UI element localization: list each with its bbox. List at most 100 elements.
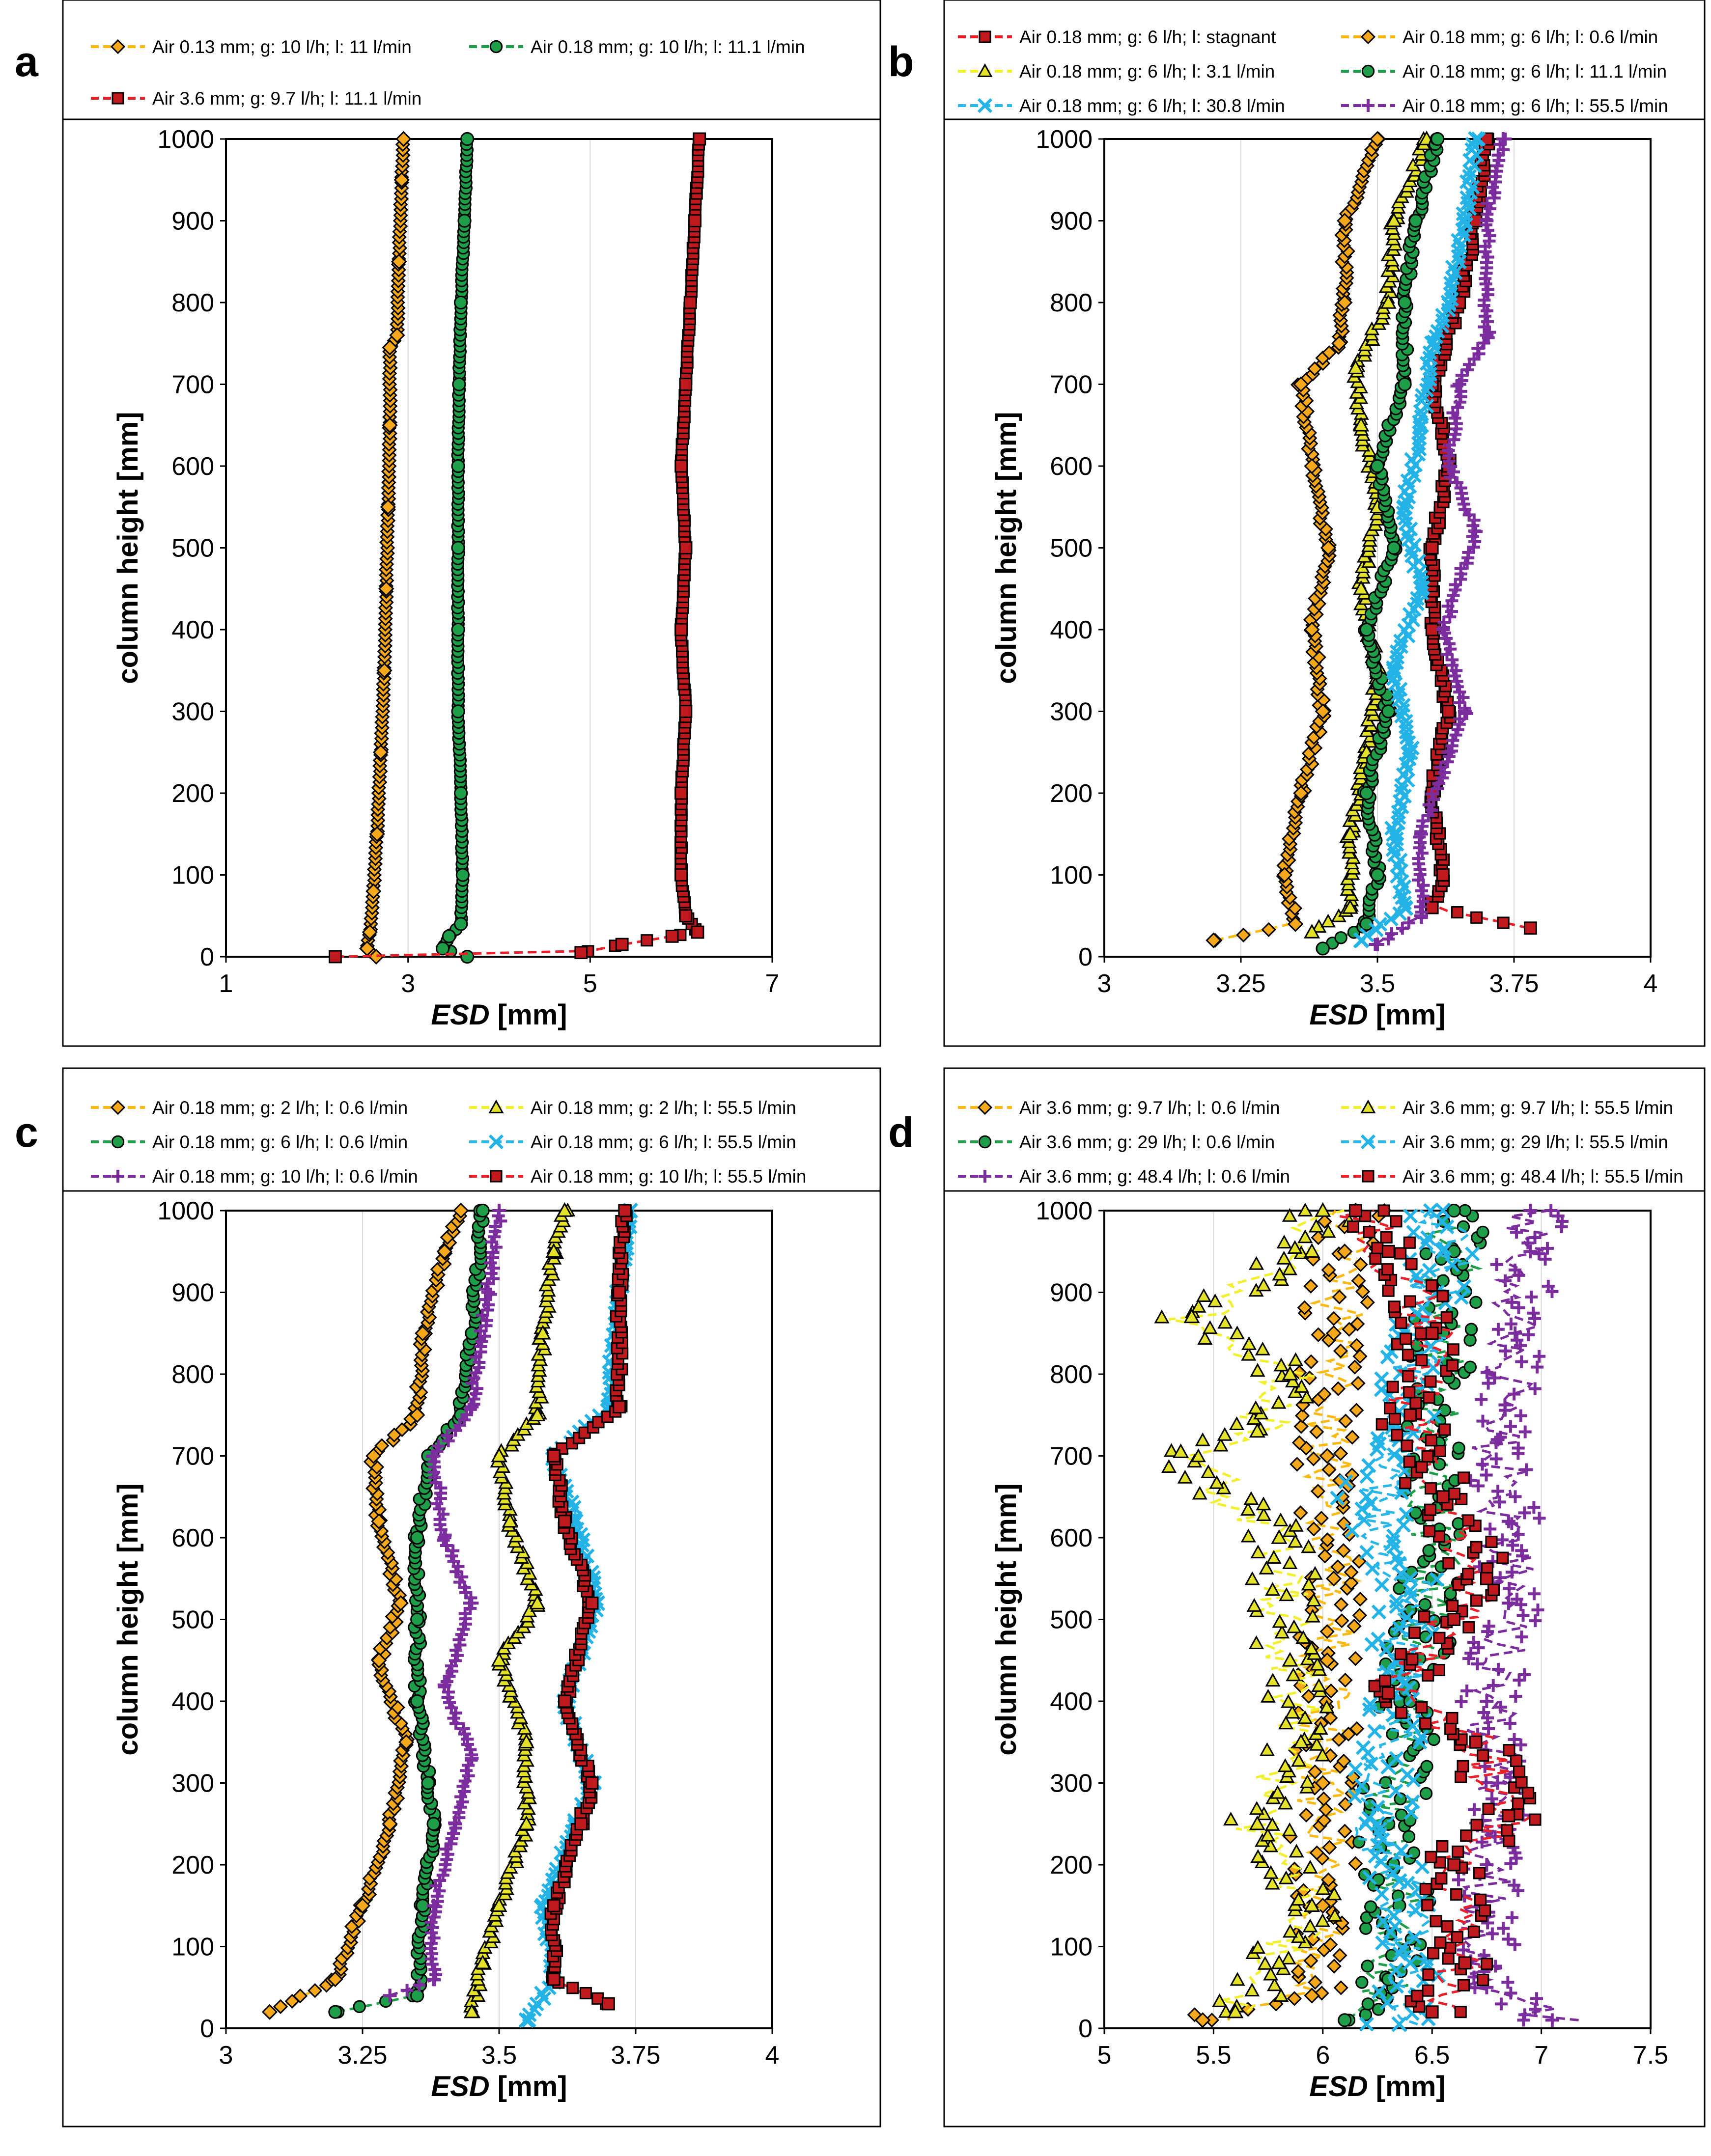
data-point xyxy=(1276,1250,1292,1265)
data-point xyxy=(1496,1551,1509,1564)
data-point xyxy=(1414,909,1428,923)
data-point xyxy=(1406,1653,1419,1666)
data-point xyxy=(460,132,475,146)
data-point xyxy=(1530,1992,1543,2005)
data-point xyxy=(1319,1652,1335,1668)
data-point xyxy=(1510,1754,1523,1767)
data-point xyxy=(1425,1279,1438,1292)
legend-item-3: Air 0.18 mm; g: 6 l/h; l: 3.1 l/min xyxy=(958,61,1275,82)
data-point xyxy=(1347,1762,1363,1777)
panel-letter-d: d xyxy=(888,1109,914,1156)
data-point xyxy=(1480,132,1493,146)
data-point xyxy=(1399,1332,1412,1345)
data-point xyxy=(1304,923,1320,939)
data-point xyxy=(491,1897,507,1912)
data-point xyxy=(1338,1672,1353,1688)
data-point xyxy=(1344,1565,1359,1580)
data-point xyxy=(691,925,704,939)
data-point xyxy=(1440,294,1457,311)
data-point xyxy=(369,826,385,842)
x-tick-label: 6 xyxy=(1316,2041,1330,2070)
data-point xyxy=(1402,744,1418,760)
data-point xyxy=(1403,1208,1418,1224)
y-tick-label: 400 xyxy=(1050,1687,1093,1716)
data-point xyxy=(451,704,465,719)
y-tick-label: 0 xyxy=(1078,2015,1093,2043)
data-point xyxy=(1501,1596,1515,1610)
data-point xyxy=(1260,1827,1276,1842)
data-point xyxy=(1304,1897,1320,1912)
data-point xyxy=(1196,1288,1212,1302)
legend-item-3: Air 3.6 mm; g: 29 l/h; l: 0.6 l/min xyxy=(958,1132,1275,1152)
data-point xyxy=(426,1972,441,1987)
data-point xyxy=(1359,917,1374,931)
data-point xyxy=(457,214,472,228)
data-point xyxy=(1371,938,1384,952)
data-point xyxy=(1322,1840,1337,1855)
data-point xyxy=(1347,1359,1363,1375)
data-point xyxy=(1480,1572,1493,1585)
data-point xyxy=(1218,2004,1234,2018)
data-point xyxy=(1281,1950,1296,1964)
data-point xyxy=(1264,1876,1280,1890)
data-point xyxy=(1422,1669,1434,1682)
data-point xyxy=(1305,1608,1320,1623)
data-point xyxy=(1419,1247,1432,1261)
data-point xyxy=(1379,1776,1392,1790)
x-tick-label: 3.75 xyxy=(1489,969,1539,998)
data-point xyxy=(1477,1706,1490,1719)
series-5 xyxy=(383,1204,507,2003)
y-tick-label: 0 xyxy=(1078,943,1093,971)
legend-item-5: Air 0.18 mm; g: 6 l/h; l: 30.8 l/min xyxy=(958,96,1285,116)
data-point xyxy=(1374,1382,1389,1397)
data-point xyxy=(1435,1202,1451,1219)
data-point xyxy=(1455,1695,1468,1708)
data-point xyxy=(1480,1468,1493,1482)
data-point xyxy=(1297,1229,1313,1244)
y-tick-label: 100 xyxy=(171,861,214,890)
data-point xyxy=(1374,1577,1390,1593)
data-point xyxy=(1359,1545,1374,1560)
data-point xyxy=(1452,377,1466,391)
data-point xyxy=(1528,1382,1542,1395)
data-point xyxy=(1431,132,1445,146)
data-point xyxy=(1508,1326,1522,1340)
data-point xyxy=(1468,1981,1482,1994)
y-tick-label: 700 xyxy=(171,1442,214,1471)
data-point xyxy=(1306,1593,1321,1606)
x-tick-label: 4 xyxy=(1644,969,1658,998)
data-point xyxy=(547,1449,561,1463)
data-point xyxy=(1282,1208,1297,1222)
data-point xyxy=(1528,1231,1542,1244)
data-point xyxy=(1338,2013,1352,2027)
data-point xyxy=(1301,1576,1317,1591)
data-point xyxy=(1427,1733,1441,1746)
data-point xyxy=(1460,1829,1473,1842)
data-point xyxy=(1510,1225,1523,1239)
data-point xyxy=(1455,1770,1467,1783)
data-point xyxy=(1299,1389,1315,1404)
data-point xyxy=(1467,1636,1481,1649)
data-point xyxy=(1512,1301,1525,1314)
data-point xyxy=(1452,1845,1464,1858)
legend-item-2: Air 3.6 mm; g: 9.7 l/h; l: 55.5 l/min xyxy=(1341,1098,1673,1118)
data-point xyxy=(1435,1872,1448,1885)
data-point xyxy=(1451,1931,1463,1943)
y-tick-label: 800 xyxy=(1050,289,1093,317)
data-point xyxy=(1336,1543,1351,1558)
data-point xyxy=(1435,313,1451,328)
data-point xyxy=(1337,1824,1352,1839)
data-point xyxy=(1379,1995,1395,2010)
legend-label: Air 3.6 mm; g: 9.7 l/h; l: 0.6 l/min xyxy=(1019,1098,1280,1118)
data-point xyxy=(1469,1735,1483,1749)
data-point xyxy=(1501,1824,1514,1837)
data-point xyxy=(1422,1968,1435,1981)
data-point xyxy=(641,934,653,947)
data-point xyxy=(454,786,468,801)
data-point xyxy=(382,339,398,356)
data-point xyxy=(1306,1451,1321,1466)
data-point xyxy=(1515,1776,1528,1789)
data-point xyxy=(432,1439,445,1453)
legend-label: Air 0.18 mm; g: 2 l/h; l: 0.6 l/min xyxy=(152,1098,408,1118)
data-point xyxy=(1391,810,1406,825)
